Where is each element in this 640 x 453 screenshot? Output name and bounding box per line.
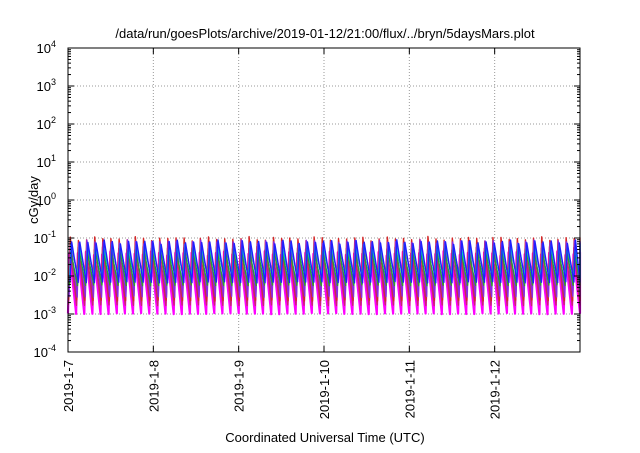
series-line xyxy=(69,239,581,284)
y-tick-label: 104 xyxy=(37,39,56,56)
x-tick-label: 2019-1-9 xyxy=(232,360,247,412)
x-tick-label: 2019-1-10 xyxy=(317,360,332,419)
x-tick-label: 2019-1-11 xyxy=(402,360,417,418)
series-group xyxy=(66,235,582,316)
x-axis-label: Coordinated Universal Time (UTC) xyxy=(225,430,424,445)
y-axis-label: cGy/day xyxy=(26,176,41,224)
y-tick-label: 10-3 xyxy=(34,305,56,322)
x-tick-label: 2019-1-7 xyxy=(61,360,76,412)
y-tick-label: 102 xyxy=(37,115,56,132)
grid-lines xyxy=(68,48,580,352)
y-tick-label: 103 xyxy=(37,77,56,94)
y-tick-label: 10-1 xyxy=(34,229,56,246)
x-tick-label: 2019-1-8 xyxy=(146,360,161,412)
x-tick-label: 2019-1-12 xyxy=(488,360,503,419)
axis-ticks: 10-4 10-3 10-2 10-1 100 101 102 103 104 2019-1-7 2… xyxy=(34,39,580,419)
y-tick-label: 10-4 xyxy=(34,343,56,360)
chart-title: /data/run/goesPlots/archive/2019-01-12/2… xyxy=(115,26,535,41)
y-tick-label: 100 xyxy=(37,191,56,208)
y-tick-label: 101 xyxy=(37,153,56,170)
y-tick-label: 10-2 xyxy=(34,267,56,284)
